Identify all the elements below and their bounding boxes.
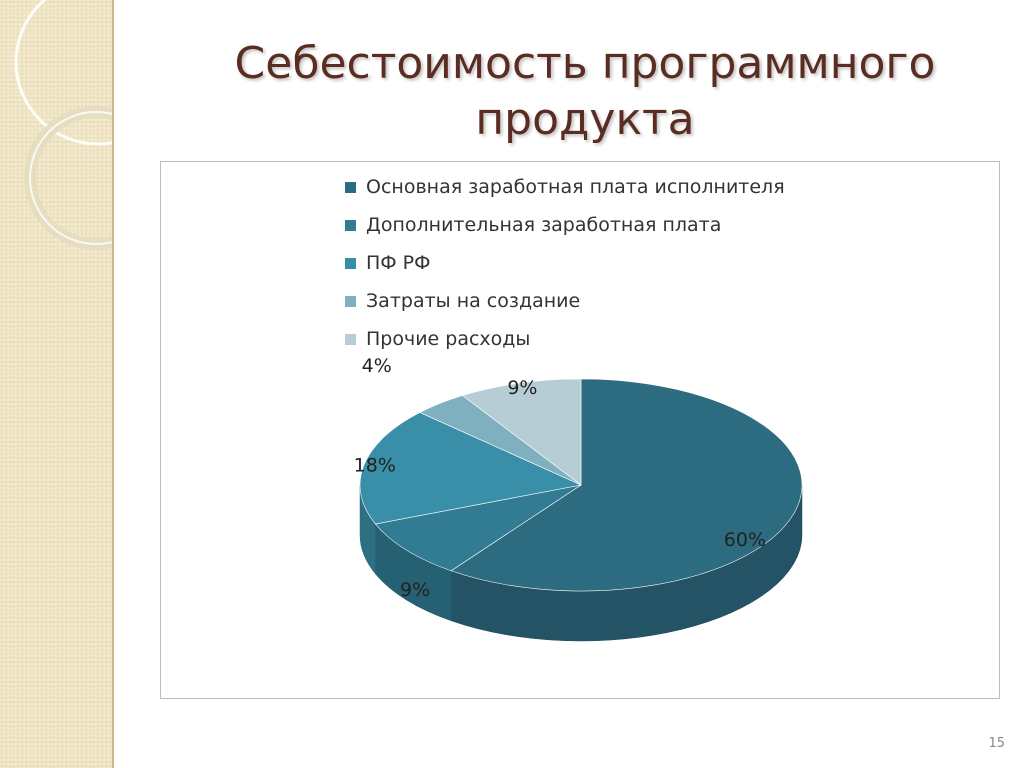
pie-data-label: 18% (354, 455, 396, 477)
pie-slice (450, 378, 803, 592)
pie-data-label: 9% (400, 579, 430, 601)
slide-title-line-2: продукта (475, 94, 695, 145)
chart-frame: 60% 9% 18% 4% 9% Основная заработная плата и… (160, 161, 1000, 699)
legend-item: Затраты на создание (345, 282, 785, 320)
pie-data-label: 4% (362, 355, 392, 377)
legend-item: Основная заработная плата исполнителя (345, 168, 785, 206)
legend-label: ПФ РФ (366, 252, 431, 274)
pie-slice (359, 412, 582, 525)
legend-swatch (345, 257, 356, 269)
pie-data-labels: 60% 9% 18% 4% 9% (354, 355, 766, 601)
legend-swatch (345, 219, 356, 231)
legend-label: Затраты на создание (366, 290, 581, 312)
chart-legend: Основная заработная плата исполнителя Доп… (345, 168, 785, 358)
legend-swatch (345, 333, 356, 345)
legend-label: Дополнительная заработная плата (366, 214, 722, 236)
pie-data-label: 9% (507, 377, 537, 399)
legend-item: ПФ РФ (345, 244, 785, 282)
sidebar-decoration (0, 0, 112, 768)
legend-item: Дополнительная заработная плата (345, 206, 785, 244)
slide-title: Себестоимость программного продукта (150, 36, 1020, 148)
legend-swatch (345, 181, 356, 193)
decorative-circles (14, 0, 112, 250)
legend-label: Прочие расходы (366, 328, 531, 350)
sidebar-edge (112, 0, 114, 768)
pie-chart: 60% 9% 18% 4% 9% (354, 355, 803, 642)
pie-tops (359, 378, 803, 592)
pie-slice (374, 484, 582, 572)
pie-data-label: 60% (724, 529, 766, 551)
legend-label: Основная заработная плата исполнителя (366, 176, 785, 198)
slide-title-line-1: Себестоимость программного (234, 38, 936, 89)
legend-swatch (345, 295, 356, 307)
pie-sides (359, 484, 803, 642)
pie-slice (461, 378, 582, 486)
legend-item: Прочие расходы (345, 320, 785, 358)
page-number: 15 (988, 736, 1005, 751)
